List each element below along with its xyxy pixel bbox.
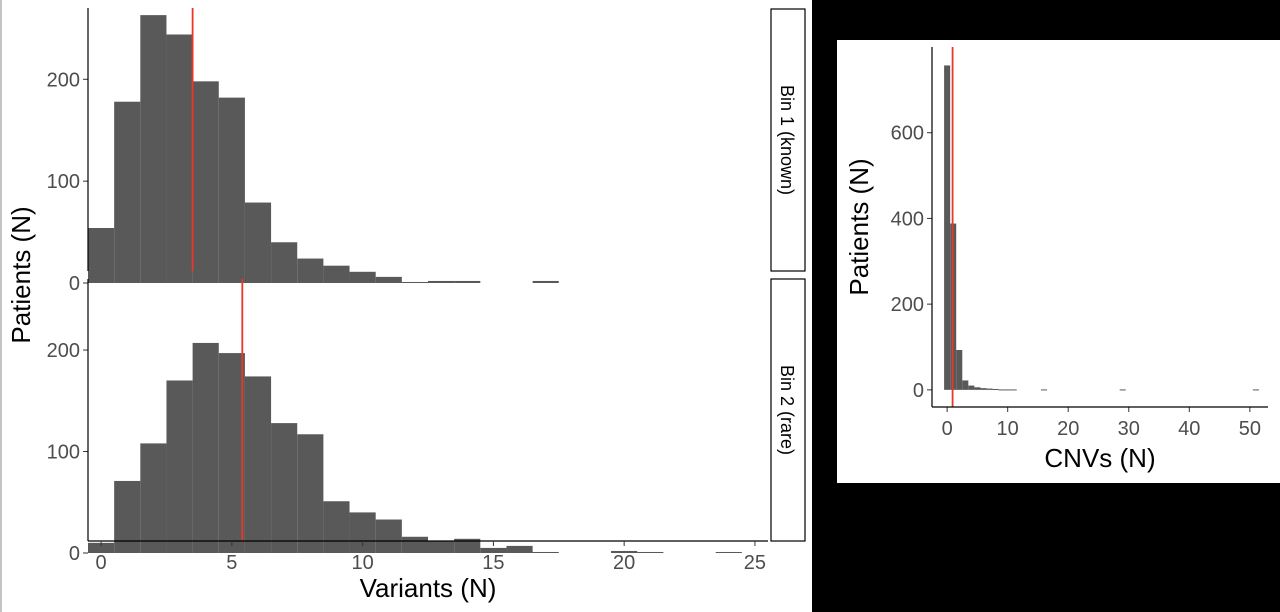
y-tick-label: 100 [47, 442, 80, 464]
bar-1-13 [428, 540, 455, 553]
bar-0-7 [271, 242, 298, 283]
facet-bin1-histogram: 0 100 200 Bin 1 (known) [47, 8, 806, 295]
bin2-y-ticks: 0 100 200 [47, 340, 88, 565]
cnv-x-axis-title: CNVs (N) [1044, 443, 1155, 473]
bar-1-16 [506, 545, 533, 553]
bar-0-14 [454, 280, 481, 283]
bar-0-6 [244, 202, 272, 283]
y-tick-label: 400 [891, 208, 924, 230]
y-tick-label: 200 [47, 69, 80, 91]
bin2-bars [88, 342, 742, 553]
bar-0-5 [218, 97, 245, 283]
bar-1-12 [401, 536, 428, 553]
right-plot-background [837, 40, 1280, 483]
bar-1-1 [114, 480, 141, 553]
x-tick-label: 10 [351, 552, 373, 574]
bar-0-3 [166, 34, 193, 284]
bar-2-29 [1119, 389, 1126, 391]
left-x-axis-title: Variants (N) [360, 573, 497, 603]
bar-2-4 [968, 385, 975, 390]
bar-1-24 [715, 551, 742, 553]
bar-1-21 [637, 551, 664, 553]
bar-1-20 [611, 550, 638, 553]
bar-0-4 [192, 81, 219, 283]
y-tick-label: 200 [891, 294, 924, 316]
bar-1-4 [192, 342, 219, 553]
bar-2-11 [1010, 389, 1017, 391]
bin1-bars [88, 15, 559, 284]
bar-0-2 [140, 15, 167, 283]
bar-1-8 [297, 434, 324, 553]
cnv-y-axis-title: Patients (N) [844, 158, 874, 295]
bar-1-5 [218, 353, 245, 553]
cnv-histogram: 0 200 400 600 0 10 20 30 40 50 Patients (N) CNVs… [844, 47, 1268, 473]
bar-1-0 [88, 542, 115, 553]
bar-1-9 [323, 501, 350, 553]
bin1-y-ticks: 0 100 200 [47, 69, 88, 295]
bar-2-9 [998, 389, 1005, 391]
x-tick-label: 50 [1239, 418, 1261, 440]
bar-2-8 [992, 389, 999, 390]
x-tick-label: 0 [942, 418, 953, 440]
bar-0-17 [532, 280, 559, 283]
facet-bin2-histogram: 0 100 200 Bin 2 (rare) 0 5 10 15 20 25 [47, 278, 806, 574]
bin2-strip-label: Bin 2 (rare) [777, 365, 797, 455]
x-tick-label: 0 [96, 552, 107, 574]
y-tick-label: 600 [891, 123, 924, 145]
x-tick-label: 30 [1118, 418, 1140, 440]
bar-1-17 [532, 551, 559, 553]
bar-1-14 [454, 538, 481, 553]
x-tick-label: 25 [744, 552, 766, 574]
bar-0-1 [114, 101, 141, 283]
y-tick-label: 0 [69, 543, 80, 565]
bar-0-12 [401, 281, 428, 283]
bar-2-5 [974, 387, 981, 390]
bar-0-8 [297, 258, 324, 283]
variants-x-ticks: 0 5 10 15 20 25 [96, 541, 766, 574]
bar-0-9 [323, 265, 350, 283]
y-tick-label: 200 [47, 340, 80, 362]
bar-2-3 [962, 380, 969, 390]
bar-2-0 [944, 65, 951, 390]
bar-2-6 [980, 388, 987, 390]
x-tick-label: 20 [1057, 418, 1079, 440]
bar-0-11 [375, 276, 402, 283]
bar-1-7 [271, 423, 298, 553]
x-tick-label: 10 [997, 418, 1019, 440]
x-tick-label: 20 [613, 552, 635, 574]
bar-1-15 [480, 547, 507, 553]
bar-1-11 [375, 519, 402, 553]
bar-0-0 [88, 228, 115, 283]
bin1-strip [770, 8, 806, 272]
bar-2-2 [956, 350, 963, 390]
bar-0-10 [349, 271, 376, 283]
bar-1-3 [166, 380, 193, 553]
bar-0-13 [428, 280, 455, 283]
y-tick-label: 0 [69, 273, 80, 295]
bar-2-7 [986, 388, 993, 390]
bar-1-10 [349, 512, 376, 553]
bar-2-51 [1252, 389, 1259, 391]
cnv-y-ticks: 0 200 400 600 [891, 123, 932, 402]
bar-2-16 [1040, 389, 1048, 391]
bin2-strip [770, 278, 806, 542]
bin1-strip-label: Bin 1 (known) [777, 85, 797, 195]
x-tick-label: 40 [1178, 418, 1200, 440]
x-tick-label: 5 [226, 552, 237, 574]
x-tick-label: 15 [482, 552, 504, 574]
y-tick-label: 100 [47, 171, 80, 193]
y-tick-label: 0 [913, 380, 924, 402]
bar-1-6 [244, 376, 272, 553]
bar-2-10 [1004, 389, 1011, 391]
left-y-axis-title: Patients (N) [6, 206, 36, 343]
cnv-x-ticks: 0 10 20 30 40 50 [942, 407, 1261, 440]
bar-1-2 [140, 443, 167, 553]
